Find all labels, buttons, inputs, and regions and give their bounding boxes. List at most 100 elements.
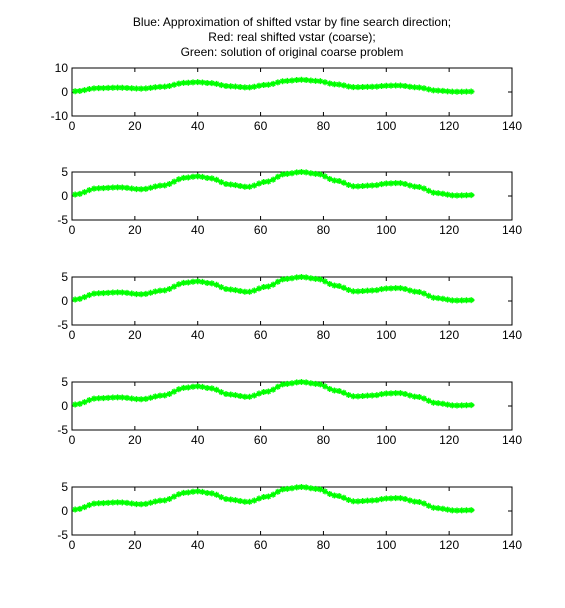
star-marker [369, 497, 376, 504]
star-marker [303, 484, 310, 491]
star-marker [76, 295, 83, 302]
star-marker [411, 288, 418, 295]
star-marker [312, 77, 319, 84]
star-marker [199, 278, 206, 285]
star-marker [105, 499, 112, 506]
star-marker [388, 285, 394, 292]
star-marker [383, 285, 390, 292]
x-tick-label: 40 [191, 433, 205, 447]
star-marker [355, 498, 361, 505]
x-tick-label: 60 [254, 538, 268, 552]
star-marker [359, 288, 366, 295]
star-marker [171, 493, 178, 500]
x-tick-label: 20 [128, 328, 142, 342]
star-marker [444, 506, 451, 513]
star-marker [303, 169, 310, 176]
star-marker [373, 182, 380, 189]
star-marker [293, 379, 300, 386]
star-marker [463, 507, 470, 514]
star-marker [454, 402, 460, 409]
star-marker [119, 84, 126, 91]
star-marker [91, 500, 97, 507]
y-tick-label: 10 [55, 61, 69, 75]
star-marker [237, 83, 244, 90]
star-marker [425, 292, 432, 299]
y-tick-label: 0 [61, 85, 68, 99]
star-marker [227, 83, 234, 90]
star-marker [95, 185, 102, 192]
star-marker [307, 380, 314, 387]
x-tick-label: 0 [69, 328, 76, 342]
x-tick-label: 40 [191, 223, 205, 237]
star-marker [317, 78, 324, 85]
star-marker [350, 84, 357, 91]
y-tick-label: 0 [61, 399, 68, 413]
subplot-3: 0 20 40 60 80 100 120 140-505 [57, 270, 522, 342]
star-marker [270, 80, 277, 87]
star-marker [284, 170, 291, 177]
star-marker [303, 77, 310, 84]
star-marker [284, 77, 291, 84]
star-marker [373, 392, 380, 399]
star-marker [364, 83, 371, 90]
star-marker [303, 379, 310, 386]
star-marker [223, 286, 229, 293]
star-marker [128, 395, 135, 402]
star-marker [293, 274, 300, 281]
star-marker [406, 392, 413, 399]
star-marker [180, 174, 187, 181]
star-marker [86, 502, 93, 509]
star-marker [241, 393, 248, 400]
x-tick-label: 40 [191, 119, 205, 133]
star-marker [190, 383, 196, 390]
star-marker [180, 489, 187, 496]
star-marker [383, 180, 390, 187]
star-marker [185, 489, 192, 496]
star-marker [411, 498, 418, 505]
star-marker [350, 183, 357, 190]
star-marker [279, 381, 286, 388]
star-marker [298, 169, 305, 175]
star-marker [232, 392, 239, 399]
star-marker [359, 498, 366, 505]
star-marker [265, 81, 272, 88]
star-marker [463, 88, 470, 95]
star-marker [256, 390, 262, 397]
star-marker [138, 501, 145, 508]
x-tick-label: 80 [317, 119, 331, 133]
star-marker [336, 81, 343, 88]
star-marker [355, 183, 361, 190]
star-marker [246, 84, 253, 91]
star-marker [454, 297, 460, 304]
star-marker [72, 191, 79, 198]
star-marker [402, 83, 409, 89]
star-marker [411, 84, 418, 91]
star-marker [331, 492, 338, 499]
star-marker [246, 183, 253, 190]
star-marker [161, 182, 168, 189]
star-marker [402, 496, 409, 502]
star-marker [289, 170, 295, 177]
title-line-2: Red: real shifted vstar (coarse); [208, 30, 375, 44]
star-marker [72, 401, 79, 408]
x-tick-label: 120 [439, 433, 459, 447]
star-marker [364, 182, 371, 189]
star-marker [279, 171, 286, 178]
star-marker [406, 83, 413, 90]
star-marker [114, 289, 121, 296]
star-marker [388, 390, 394, 397]
star-marker [416, 183, 423, 190]
x-tick-label: 100 [376, 328, 396, 342]
title-line-1: Blue: Approximation of shifted vstar by … [133, 15, 451, 29]
star-marker [124, 499, 130, 506]
x-tick-label: 100 [376, 433, 396, 447]
star-marker [322, 79, 328, 86]
y-tick-label: 0 [61, 294, 68, 308]
star-marker [91, 185, 97, 192]
star-marker [152, 84, 159, 91]
star-marker [312, 275, 319, 282]
star-marker [204, 384, 211, 391]
star-marker [378, 83, 385, 90]
star-marker [439, 295, 446, 302]
